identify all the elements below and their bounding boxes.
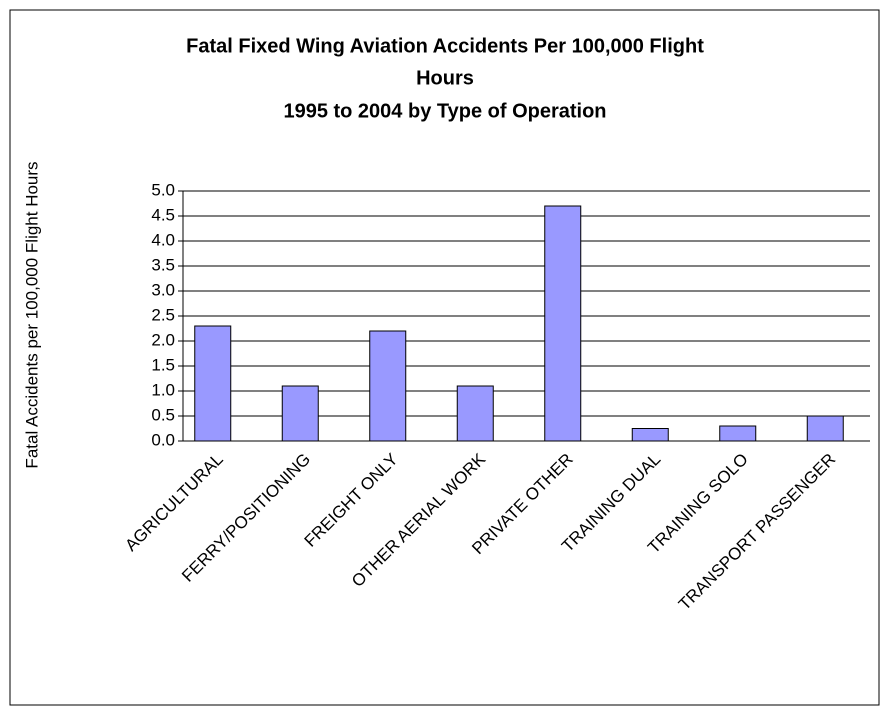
y-tick-label: 3.0: [151, 280, 175, 299]
bar: [631, 428, 669, 442]
bar: [369, 330, 407, 442]
y-tick-label: 0.0: [151, 430, 175, 449]
bar: [719, 425, 757, 442]
y-axis-label: Fatal Accidents per 100,000 Flight Hours: [22, 161, 41, 468]
chart-title: Fatal Fixed Wing Aviation Accidents Per …: [186, 35, 704, 57]
bar: [281, 385, 319, 442]
y-tick-label: 3.5: [151, 255, 175, 274]
y-tick-label: 2.5: [151, 305, 175, 324]
y-tick-label: 0.5: [151, 405, 175, 424]
bar: [456, 385, 494, 442]
chart-title: Hours: [416, 67, 474, 89]
y-tick-label: 1.0: [151, 380, 175, 399]
y-tick-label: 1.5: [151, 355, 175, 374]
chart-subtitle: 1995 to 2004 by Type of Operation: [283, 100, 606, 122]
y-tick-label: 5.0: [151, 180, 175, 199]
bar: [544, 205, 582, 442]
y-tick-label: 4.0: [151, 230, 175, 249]
chart-frame: [9, 9, 880, 706]
bar: [806, 415, 844, 442]
y-tick-label: 2.0: [151, 330, 175, 349]
bar: [194, 325, 232, 442]
y-tick-label: 4.5: [151, 205, 175, 224]
